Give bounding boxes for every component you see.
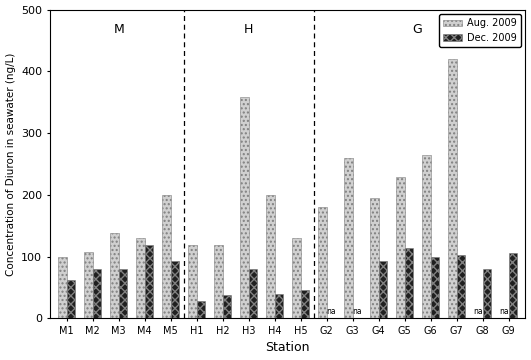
Bar — [370, 198, 379, 318]
Bar — [422, 155, 431, 318]
Bar — [509, 253, 517, 318]
Bar — [379, 261, 387, 318]
Bar — [136, 238, 145, 318]
Bar — [318, 207, 327, 318]
Bar — [344, 158, 353, 318]
Bar — [293, 238, 301, 318]
Bar — [448, 59, 457, 318]
Text: na: na — [474, 307, 483, 316]
Text: G: G — [413, 23, 423, 36]
Bar — [84, 252, 93, 318]
Text: na: na — [326, 307, 336, 316]
Bar — [241, 97, 249, 318]
Bar — [170, 261, 179, 318]
Text: na: na — [352, 307, 362, 316]
Bar — [275, 293, 283, 318]
Bar — [67, 280, 75, 318]
Bar — [222, 296, 231, 318]
Bar — [396, 177, 405, 318]
Bar — [93, 269, 101, 318]
Text: na: na — [500, 307, 509, 316]
Bar — [162, 195, 170, 318]
Bar — [119, 269, 127, 318]
Bar — [301, 291, 309, 318]
X-axis label: Station: Station — [266, 341, 310, 355]
Bar — [145, 246, 153, 318]
Bar — [483, 269, 491, 318]
Bar — [215, 246, 222, 318]
Bar — [267, 195, 275, 318]
Text: M: M — [113, 23, 124, 36]
Bar — [110, 233, 119, 318]
Bar — [249, 269, 257, 318]
Bar — [457, 255, 465, 318]
Bar — [405, 248, 413, 318]
Bar — [196, 301, 205, 318]
Bar — [189, 246, 196, 318]
Bar — [431, 257, 439, 318]
Legend: Aug. 2009, Dec. 2009: Aug. 2009, Dec. 2009 — [439, 14, 520, 47]
Bar — [58, 257, 67, 318]
Y-axis label: Concentration of Diuron in seawater (ng/L): Concentration of Diuron in seawater (ng/… — [5, 52, 15, 276]
Text: H: H — [244, 23, 253, 36]
